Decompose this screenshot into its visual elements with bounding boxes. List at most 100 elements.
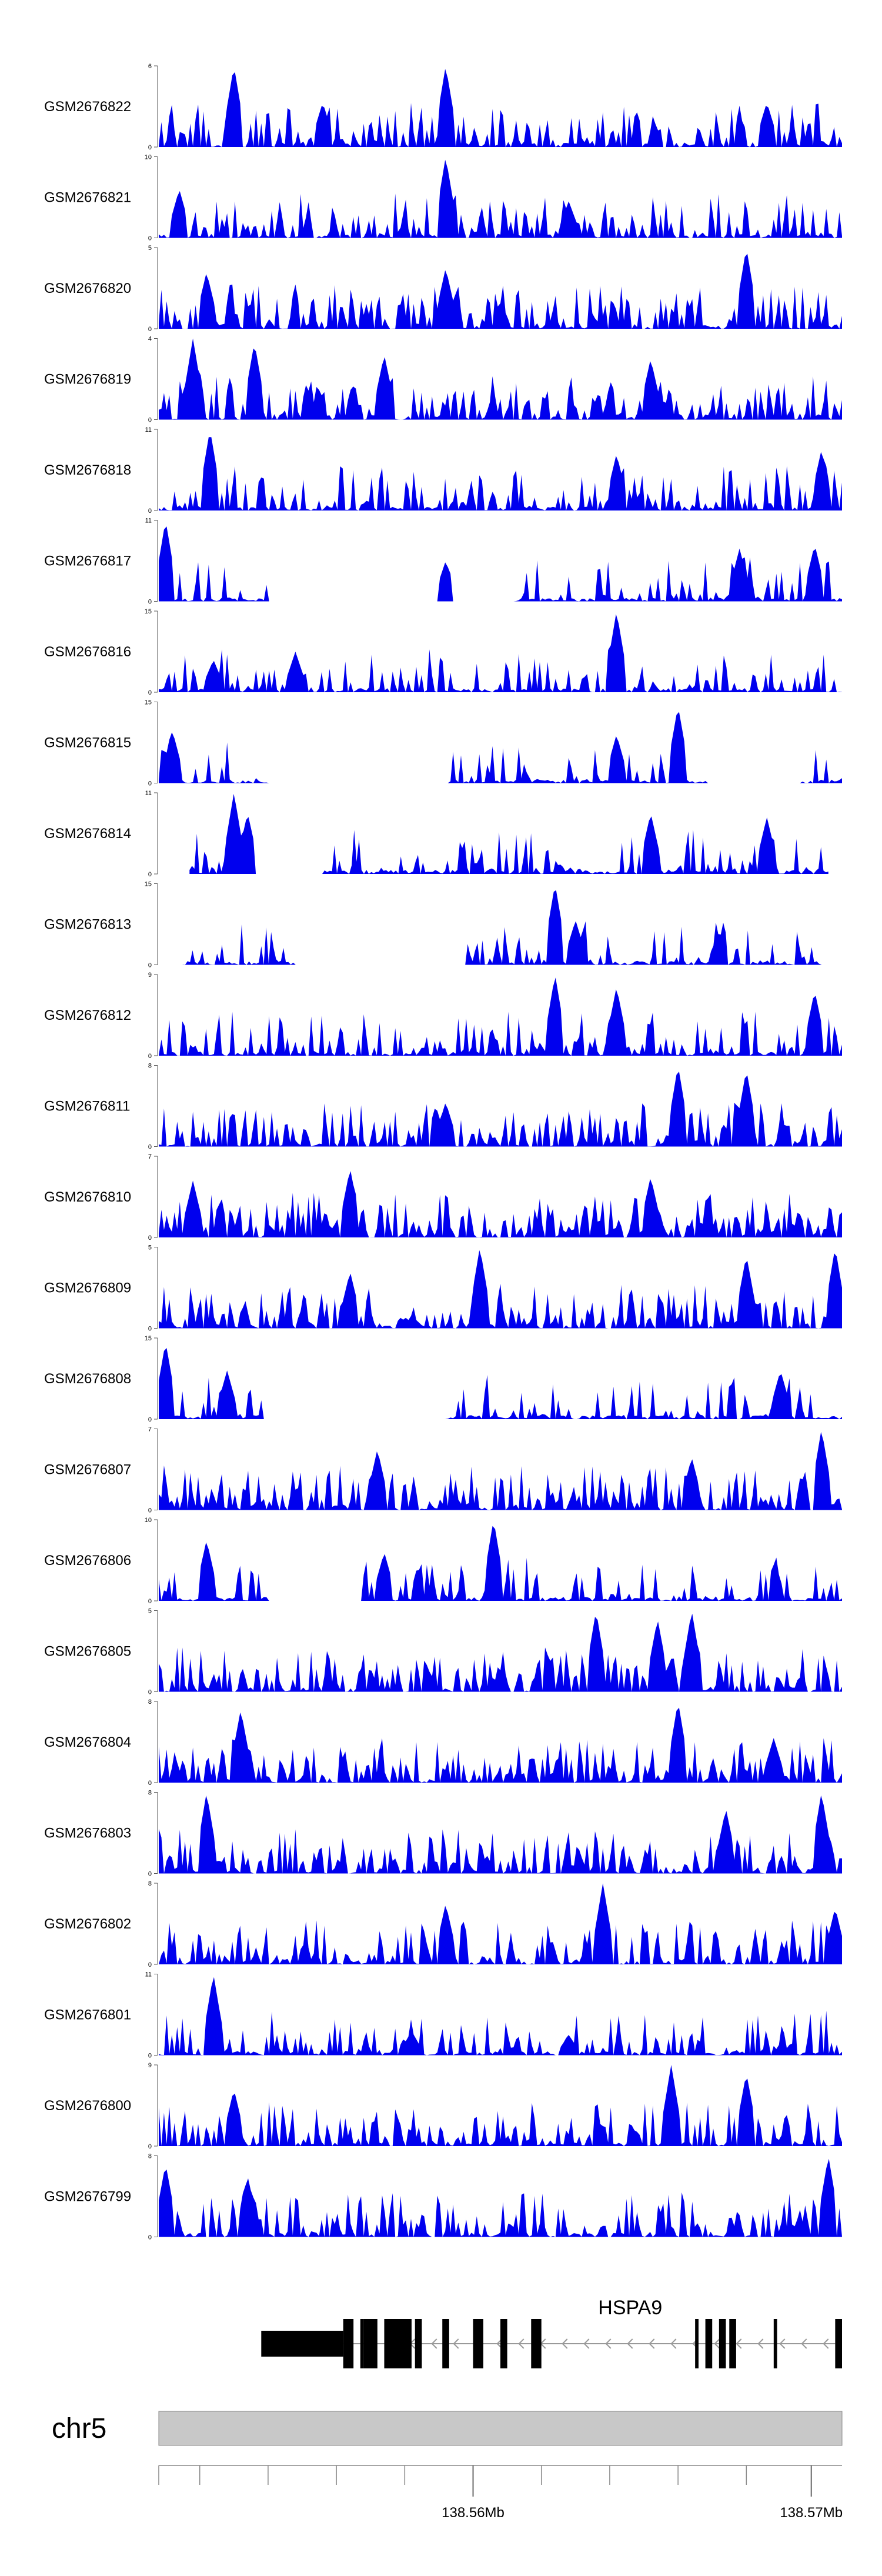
y-axis-min-label: 0 (148, 2234, 152, 2241)
signal-tracks: GSM267682260GSM2676821100GSM267682050GSM… (44, 63, 842, 2241)
exon-block (500, 2319, 507, 2368)
y-axis-max-label: 7 (148, 1153, 152, 1160)
signal-area (159, 2065, 842, 2146)
track-label: GSM2676810 (44, 1189, 131, 1205)
track-label: GSM2676807 (44, 1462, 131, 1478)
exon-block (363, 2319, 377, 2368)
y-axis-min-label: 0 (148, 508, 152, 515)
track-label: GSM2676805 (44, 1644, 131, 1660)
strand-arrow (431, 2338, 437, 2349)
track-label: GSM2676801 (44, 2007, 131, 2023)
y-axis-max-label: 15 (145, 699, 152, 706)
track-label: GSM2676804 (44, 1734, 131, 1750)
y-axis-min-label: 0 (148, 1053, 152, 1060)
signal-track: GSM2676815 15 0 (44, 699, 842, 788)
exon-block (773, 2319, 777, 2368)
signal-track: GSM2676802 8 0 (44, 1880, 842, 1968)
exon-block (729, 2319, 736, 2368)
exon-block (384, 2319, 412, 2368)
y-axis-min-label: 0 (148, 2143, 152, 2150)
track-label: GSM2676808 (44, 1371, 131, 1387)
y-axis-max-label: 8 (148, 1699, 152, 1706)
signal-track: GSM2676809 5 0 (44, 1244, 842, 1333)
signal-track: GSM2676813 15 0 (44, 881, 822, 969)
signal-track: GSM2676803 8 0 (44, 1790, 842, 1878)
signal-area (159, 1883, 842, 1964)
signal-area (159, 712, 842, 783)
y-axis-max-label: 5 (148, 1608, 152, 1615)
y-axis-min-label: 0 (148, 1689, 152, 1696)
signal-track: GSM2676801 11 0 (44, 1971, 842, 2060)
y-axis-min-label: 0 (148, 1144, 152, 1151)
signal-area (159, 1977, 842, 2056)
signal-area (159, 1432, 842, 1510)
strand-arrow (801, 2338, 807, 2349)
signal-area (159, 977, 842, 1056)
y-axis-min-label: 0 (148, 1598, 152, 1605)
y-axis-min-label: 0 (148, 2053, 152, 2060)
y-axis-max-label: 5 (148, 245, 152, 252)
y-axis-min-label: 0 (148, 1507, 152, 1514)
y-axis-max-label: 8 (148, 1063, 152, 1070)
signal-track: GSM2676821 10 0 (44, 154, 842, 242)
signal-track: GSM2676807 7 0 (44, 1426, 842, 1514)
strand-arrow (605, 2338, 612, 2349)
signal-area (159, 159, 842, 238)
exon-block (719, 2319, 726, 2368)
y-axis-max-label: 6 (148, 63, 152, 70)
strand-arrow (823, 2338, 829, 2349)
chromosome-ideogram-bar (158, 2411, 843, 2446)
signal-track: GSM2676799 8 0 (44, 2153, 842, 2241)
track-label: GSM2676816 (44, 644, 131, 660)
signal-area (159, 69, 842, 147)
signal-track: GSM2676811 8 0 (44, 1063, 842, 1151)
exon-block (343, 2319, 354, 2368)
signal-area (159, 1171, 842, 1237)
y-axis-min-label: 0 (148, 1780, 152, 1787)
track-label: GSM2676813 (44, 917, 131, 933)
y-axis-min-label: 0 (148, 599, 152, 606)
y-axis-max-label: 11 (145, 790, 152, 797)
track-label: GSM2676819 (44, 372, 131, 388)
y-axis-max-label: 5 (148, 1244, 152, 1252)
signal-area (159, 1348, 842, 1419)
strand-arrow (518, 2338, 524, 2349)
track-label: GSM2676822 (44, 99, 131, 115)
strand-arrow (714, 2338, 720, 2349)
genome-axis-tick-label: 138.57Mb (780, 2505, 843, 2521)
signal-track: GSM2676816 15 0 (44, 608, 842, 696)
signal-area (159, 253, 842, 329)
y-axis-min-label: 0 (148, 1234, 152, 1242)
signal-area (159, 1526, 842, 1601)
strand-arrow (670, 2338, 677, 2349)
y-axis-min-label: 0 (148, 1961, 152, 1968)
track-label: GSM2676818 (44, 462, 131, 478)
y-axis-min-label: 0 (148, 417, 152, 424)
y-axis-max-label: 11 (145, 518, 152, 525)
y-axis-max-label: 9 (148, 972, 152, 979)
signal-track: GSM2676814 11 0 (44, 790, 828, 878)
y-axis-min-label: 0 (148, 144, 152, 151)
y-axis-max-label: 15 (145, 608, 152, 615)
y-axis-max-label: 10 (145, 1517, 152, 1524)
exon-block (531, 2319, 542, 2368)
track-label: GSM2676811 (44, 1099, 130, 1115)
y-axis-max-label: 11 (145, 1971, 152, 1978)
strand-arrow (757, 2338, 764, 2349)
track-label: GSM2676803 (44, 1826, 131, 1841)
signal-area (159, 1795, 842, 1874)
y-axis-max-label: 11 (145, 426, 152, 433)
strand-arrow (649, 2338, 655, 2349)
y-axis-min-label: 0 (148, 871, 152, 878)
signal-track: GSM2676804 8 0 (44, 1699, 842, 1787)
track-label: GSM2676799 (44, 2189, 131, 2205)
signal-area (159, 338, 842, 420)
strand-arrow (453, 2338, 459, 2349)
track-label: GSM2676802 (44, 1916, 131, 1932)
signal-track: GSM2676812 9 0 (44, 972, 842, 1060)
y-axis-max-label: 8 (148, 2153, 152, 2160)
gene-model-track: HSPA9 (261, 2297, 842, 2368)
exon-block (473, 2319, 483, 2368)
track-label: GSM2676812 (44, 1007, 131, 1023)
